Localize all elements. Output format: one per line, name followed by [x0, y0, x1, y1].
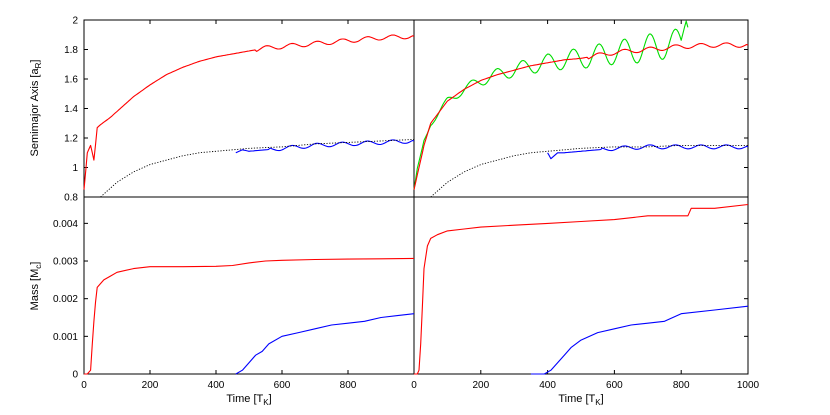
- y-tick-label: 2: [72, 16, 78, 27]
- y-tick-label: 0.002: [53, 294, 78, 305]
- panel-frame-top-right: [413, 19, 749, 198]
- x-tick-label: 0: [81, 380, 87, 391]
- series-line-bottom-right-1: [530, 305, 749, 375]
- y-tick-label: 1.6: [64, 75, 78, 86]
- x-tick-label: 1000: [737, 380, 760, 391]
- y-tick-label: 0.003: [53, 257, 78, 268]
- panel-frame-top-left: [83, 19, 415, 198]
- x-tick-label: 800: [340, 380, 357, 391]
- series-line-top-right-0: [413, 20, 689, 190]
- x-tick-label: 600: [274, 380, 291, 391]
- x-axis-title-right: Time [TK]: [558, 393, 603, 407]
- series-line-bottom-left-1: [235, 313, 415, 375]
- ticks-layer: 0.8 1 1.2 1.4 1.6 1.8 2 0 0.001 0.002 0.003 0.004 0 2…: [53, 16, 760, 392]
- y-tick-label: 1.8: [64, 45, 78, 56]
- y-tick-label: 0.004: [53, 219, 78, 230]
- series-line-bottom-right-0: [414, 203, 749, 375]
- x-tick-label: 0: [411, 380, 417, 391]
- series-line-top-left-2: [100, 139, 414, 198]
- curves-layer: [83, 20, 749, 375]
- panel-frame-bottom-right: [413, 196, 749, 375]
- x-tick-label: 400: [208, 380, 225, 391]
- y-tick-label: 1.4: [64, 104, 78, 115]
- x-tick-label: 600: [606, 380, 623, 391]
- series-line-top-right-2: [547, 144, 749, 160]
- y-axis-title-top: Semimajor Axis [aR]: [29, 60, 43, 157]
- y-axis-title-bottom: Mass [Mc]: [29, 262, 43, 311]
- x-tick-label: 800: [673, 380, 690, 391]
- y-tick-label: 1: [72, 163, 78, 174]
- x-tick-label: 200: [142, 380, 159, 391]
- panel-frame-bottom-left: [83, 196, 415, 375]
- series-line-top-right-3: [430, 144, 748, 198]
- series-line-top-left-0: [83, 34, 415, 190]
- series-line-top-right-1: [413, 42, 749, 190]
- x-tick-label: 200: [472, 380, 489, 391]
- x-tick-label: 400: [539, 380, 556, 391]
- y-tick-label: 1.2: [64, 134, 78, 145]
- series-line-top-left-1: [235, 139, 415, 154]
- y-tick-label: 0: [72, 370, 78, 381]
- y-tick-label: 0.8: [64, 193, 78, 204]
- series-line-bottom-left-0: [84, 257, 415, 375]
- x-axis-title-left: Time [TK]: [226, 393, 271, 407]
- y-tick-label: 0.001: [53, 332, 78, 343]
